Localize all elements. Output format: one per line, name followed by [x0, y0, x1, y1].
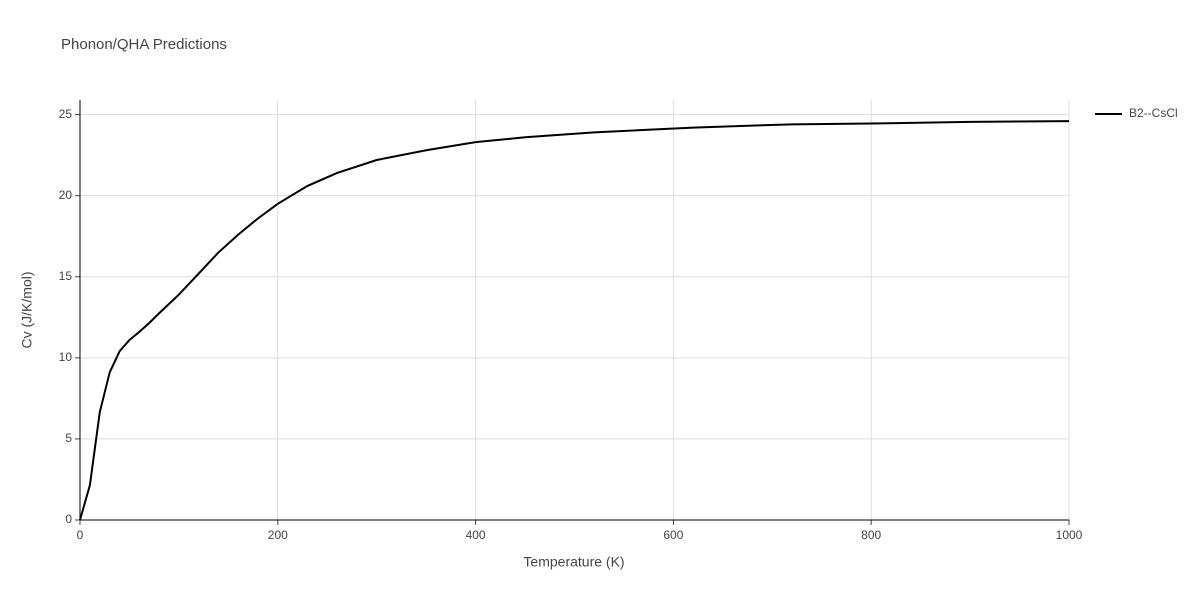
x-tick-label: 0 — [77, 528, 84, 542]
y-tick-label: 15 — [59, 269, 73, 283]
chart-title: Phonon/QHA Predictions — [61, 36, 227, 53]
y-tick-label: 25 — [59, 107, 73, 121]
x-tick-label: 400 — [466, 528, 486, 542]
x-tick-label: 600 — [663, 528, 683, 542]
x-axis-title: Temperature (K) — [523, 554, 624, 570]
y-tick-label: 10 — [59, 350, 73, 364]
x-tick-label: 800 — [861, 528, 881, 542]
y-tick-label: 20 — [59, 188, 73, 202]
data-line — [79, 120, 1070, 521]
y-tick-label: 5 — [65, 431, 72, 445]
y-tick-label: 0 — [65, 512, 72, 526]
x-tick-label: 1000 — [1056, 528, 1083, 542]
y-axis-title: Cv (J/K/mol) — [19, 272, 35, 349]
x-tick-label: 200 — [268, 528, 288, 542]
legend-label: B2--CsCl — [1129, 106, 1178, 120]
